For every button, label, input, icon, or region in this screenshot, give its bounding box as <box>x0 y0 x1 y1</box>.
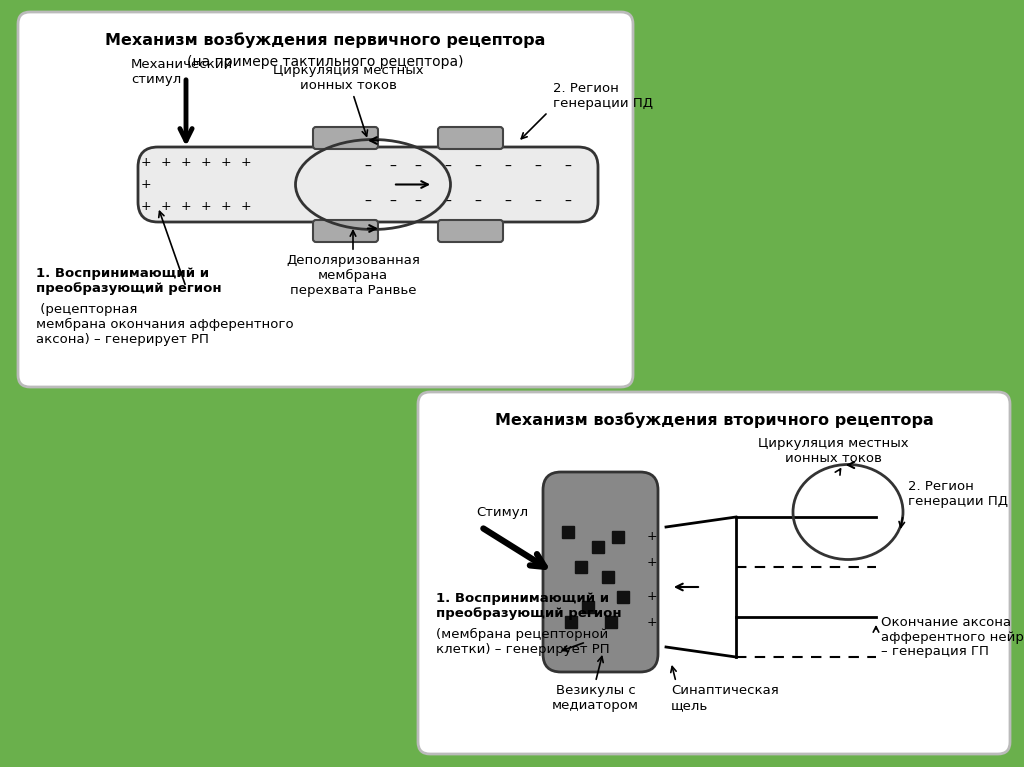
Text: –: – <box>365 195 372 209</box>
Bar <box>612 531 624 543</box>
Text: +: + <box>241 156 251 169</box>
Text: –: – <box>535 195 542 209</box>
Text: (рецепторная
мембрана окончания афферентного
аксона) – генерирует РП: (рецепторная мембрана окончания афферент… <box>36 303 294 346</box>
Text: Механизм возбуждения вторичного рецептора: Механизм возбуждения вторичного рецептор… <box>495 412 933 428</box>
Text: +: + <box>161 156 171 169</box>
Text: +: + <box>647 591 657 604</box>
Text: –: – <box>415 160 422 174</box>
Text: +: + <box>201 200 211 213</box>
Text: Синаптическая
щель: Синаптическая щель <box>671 684 778 712</box>
Text: +: + <box>647 531 657 544</box>
FancyBboxPatch shape <box>313 220 378 242</box>
Text: Окончание аксона
афферентного нейрона
– генерация ГП: Окончание аксона афферентного нейрона – … <box>881 615 1024 659</box>
Bar <box>605 616 617 628</box>
Text: +: + <box>647 615 657 628</box>
Text: +: + <box>180 156 191 169</box>
Bar <box>617 591 629 603</box>
Text: +: + <box>241 200 251 213</box>
FancyBboxPatch shape <box>138 147 598 222</box>
Text: +: + <box>161 200 171 213</box>
Text: Стимул: Стимул <box>476 506 528 519</box>
Text: 2. Регион
генерации ПД: 2. Регион генерации ПД <box>553 82 653 110</box>
Text: 2. Регион
генерации ПД: 2. Регион генерации ПД <box>908 480 1008 508</box>
Text: +: + <box>140 156 152 169</box>
Text: –: – <box>564 160 571 174</box>
Text: Деполяризованная
мембрана
перехвата Ранвье: Деполяризованная мембрана перехвата Ранв… <box>286 254 420 297</box>
Text: –: – <box>444 195 452 209</box>
Text: Механический
стимул: Механический стимул <box>131 58 233 86</box>
Text: –: – <box>474 195 481 209</box>
Text: +: + <box>140 178 152 191</box>
Text: –: – <box>444 160 452 174</box>
FancyBboxPatch shape <box>313 127 378 149</box>
Text: +: + <box>221 156 231 169</box>
Text: +: + <box>221 200 231 213</box>
Text: –: – <box>365 160 372 174</box>
Text: –: – <box>415 195 422 209</box>
Text: (мембрана рецепторной
клетки) – генерирует РП: (мембрана рецепторной клетки) – генериру… <box>436 628 609 656</box>
Text: –: – <box>474 160 481 174</box>
FancyBboxPatch shape <box>418 392 1010 754</box>
Text: Циркуляция местных
ионных токов: Циркуляция местных ионных токов <box>272 64 423 92</box>
Text: +: + <box>180 200 191 213</box>
Text: 1. Воспринимающий и
преобразующий регион: 1. Воспринимающий и преобразующий регион <box>36 267 221 295</box>
Text: –: – <box>389 160 396 174</box>
Text: –: – <box>564 195 571 209</box>
Bar <box>582 601 594 613</box>
Text: –: – <box>505 195 511 209</box>
FancyBboxPatch shape <box>543 472 658 672</box>
Text: Механизм возбуждения первичного рецептора: Механизм возбуждения первичного рецептор… <box>105 32 546 48</box>
FancyBboxPatch shape <box>438 220 503 242</box>
Text: (на примере тактильного рецептора): (на примере тактильного рецептора) <box>187 55 464 69</box>
FancyBboxPatch shape <box>18 12 633 387</box>
Bar <box>602 571 614 583</box>
Text: –: – <box>389 195 396 209</box>
Text: Циркуляция местных
ионных токов: Циркуляция местных ионных токов <box>758 437 908 465</box>
Text: –: – <box>505 160 511 174</box>
Bar <box>562 526 574 538</box>
Text: +: + <box>201 156 211 169</box>
Bar <box>575 561 587 573</box>
Text: –: – <box>535 160 542 174</box>
FancyBboxPatch shape <box>438 127 503 149</box>
Bar <box>592 541 604 553</box>
Text: Везикулы с
медиатором: Везикулы с медиатором <box>552 684 639 712</box>
Text: +: + <box>647 555 657 568</box>
Text: +: + <box>140 200 152 213</box>
Bar <box>565 616 577 628</box>
Text: 1. Воспринимающий и
преобразующий регион: 1. Воспринимающий и преобразующий регион <box>436 592 622 620</box>
